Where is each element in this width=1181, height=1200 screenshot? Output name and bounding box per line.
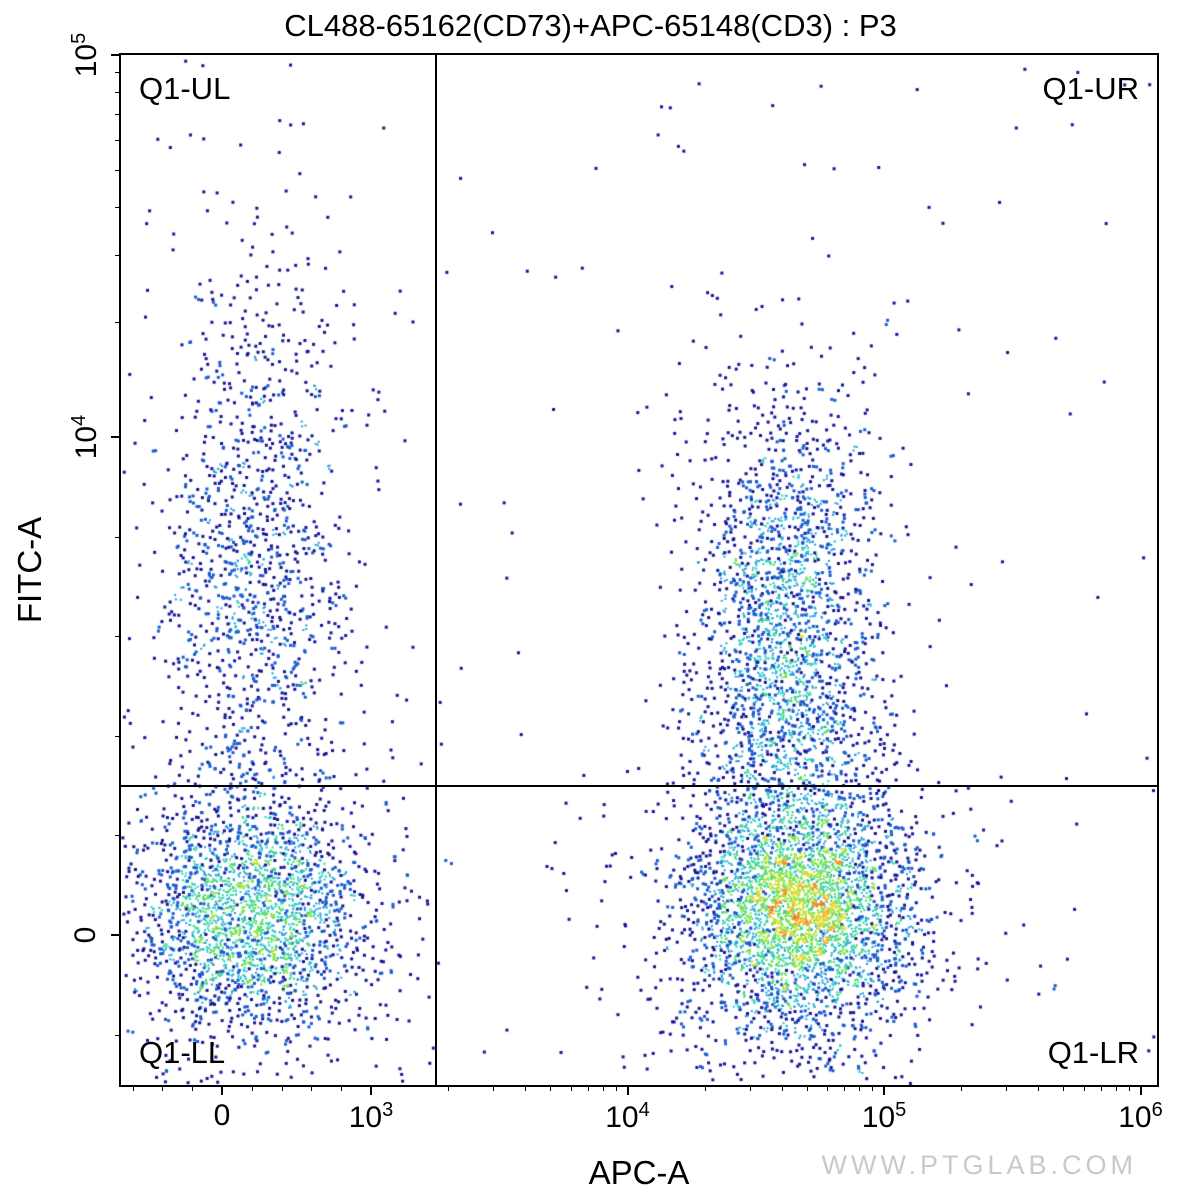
- x-minor-tick: [525, 1085, 527, 1091]
- x-minor-tick: [1006, 1085, 1008, 1091]
- x-minor-tick: [570, 1085, 572, 1091]
- x-minor-tick: [587, 1085, 589, 1091]
- x-minor-tick: [1128, 1085, 1130, 1091]
- quadrant-gate-vertical-line: [435, 55, 438, 1085]
- y-tick-label: 104: [68, 414, 103, 460]
- watermark-text: WWW.PTGLAB.COM: [821, 1150, 1137, 1180]
- x-axis-label: APC-A: [588, 1154, 690, 1191]
- y-minor-tick: [115, 536, 121, 538]
- x-minor-tick: [806, 1085, 808, 1091]
- x-minor-tick: [749, 1085, 751, 1091]
- x-major-tick: [626, 1085, 629, 1095]
- quadrant-label-upper-left: Q1-UL: [139, 71, 231, 106]
- y-minor-tick: [115, 207, 121, 208]
- y-minor-tick: [115, 72, 121, 74]
- y-tick-label: 0: [69, 926, 102, 944]
- x-minor-tick: [615, 1085, 617, 1091]
- x-tick-label: 103: [348, 1099, 394, 1134]
- y-minor-tick: [115, 169, 121, 171]
- y-major-tick: [111, 436, 121, 438]
- x-tick-label: 105: [861, 1099, 907, 1134]
- x-tick-label: 0: [213, 1099, 231, 1132]
- quadrant-label-upper-right: Q1-UR: [1042, 71, 1139, 106]
- x-minor-tick: [781, 1085, 783, 1091]
- scatter-canvas: [121, 55, 1157, 1085]
- x-minor-tick: [704, 1085, 706, 1091]
- x-major-tick: [883, 1085, 885, 1095]
- y-minor-tick: [115, 114, 121, 116]
- y-minor-tick: [115, 254, 121, 256]
- y-minor-tick: [115, 1034, 121, 1036]
- y-minor-tick: [115, 735, 121, 737]
- y-axis-label: FITC-A: [11, 516, 48, 624]
- x-minor-tick: [602, 1085, 604, 1091]
- x-minor-tick: [162, 1085, 164, 1091]
- quadrant-label-lower-left: Q1-LL: [139, 1035, 226, 1070]
- x-minor-tick: [448, 1085, 450, 1091]
- y-major-tick: [111, 54, 121, 56]
- quadrant-gate-horizontal-line: [121, 784, 1157, 787]
- y-minor-tick: [115, 139, 121, 141]
- x-minor-tick: [872, 1085, 874, 1091]
- x-minor-tick: [550, 1085, 552, 1091]
- x-minor-tick: [192, 1085, 194, 1091]
- x-tick-label: 104: [605, 1099, 650, 1134]
- y-minor-tick: [115, 835, 121, 837]
- y-major-tick: [111, 934, 121, 936]
- x-minor-tick: [341, 1085, 343, 1091]
- x-minor-tick: [311, 1085, 313, 1091]
- quadrant-label-lower-right: Q1-LR: [1047, 1035, 1139, 1070]
- x-minor-tick: [961, 1085, 963, 1091]
- chart-title: CL488-65162(CD73)+APC-65148(CD3) : P3: [284, 8, 897, 43]
- x-major-tick: [221, 1085, 223, 1095]
- x-major-tick: [370, 1085, 372, 1095]
- x-minor-tick: [281, 1085, 283, 1091]
- x-minor-tick: [132, 1085, 134, 1091]
- y-minor-tick: [115, 92, 121, 94]
- x-minor-tick: [1038, 1085, 1040, 1091]
- x-minor-tick: [1115, 1085, 1117, 1091]
- plot-area: Q1-UL Q1-UR Q1-LL Q1-LR: [119, 53, 1159, 1087]
- x-minor-tick: [1083, 1085, 1085, 1091]
- x-minor-tick: [859, 1085, 861, 1091]
- x-minor-tick: [1063, 1085, 1065, 1091]
- x-minor-tick: [493, 1085, 495, 1091]
- x-tick-label: 106: [1118, 1099, 1163, 1134]
- y-tick-label: 105: [68, 32, 103, 78]
- x-major-tick: [1139, 1085, 1142, 1095]
- x-minor-tick: [844, 1085, 846, 1091]
- x-minor-tick: [827, 1085, 829, 1091]
- y-minor-tick: [115, 636, 121, 638]
- y-minor-tick: [115, 322, 121, 323]
- x-minor-tick: [1100, 1085, 1102, 1091]
- x-minor-tick: [251, 1085, 253, 1091]
